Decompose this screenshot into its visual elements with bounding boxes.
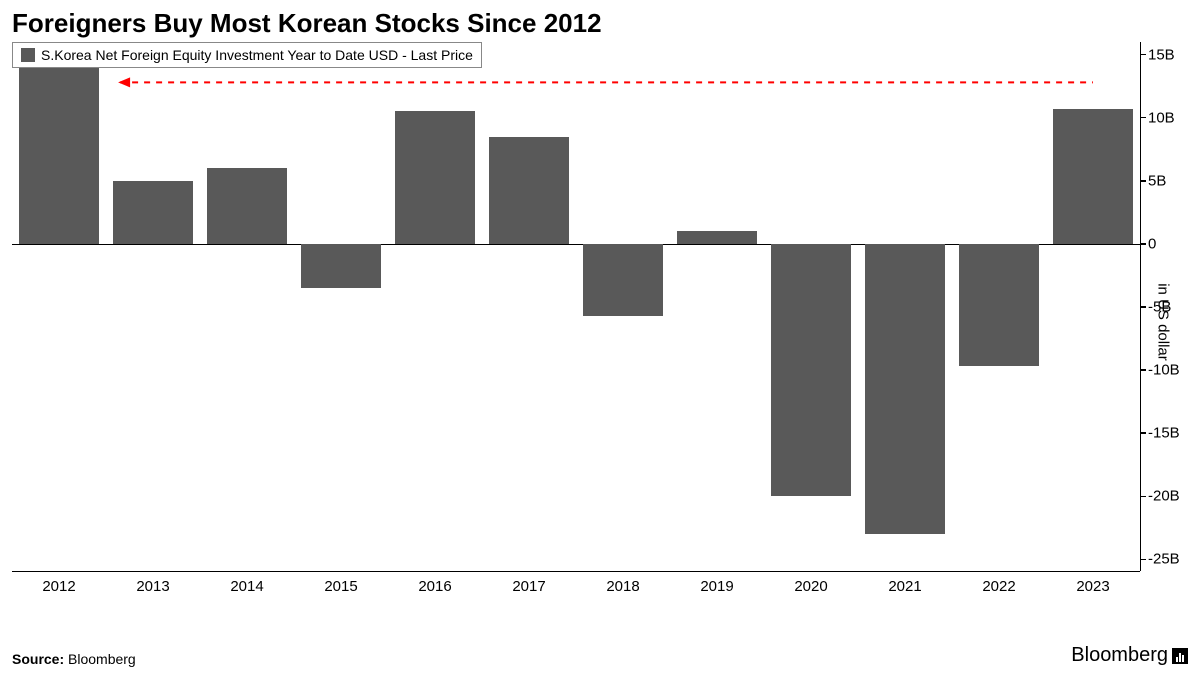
y-tick — [1140, 369, 1146, 371]
source-prefix: Source: — [12, 651, 68, 667]
y-tick-label: -20B — [1148, 488, 1180, 505]
x-tick-label: 2013 — [136, 578, 169, 595]
x-tick-label: 2015 — [324, 578, 357, 595]
y-tick-label: -10B — [1148, 362, 1180, 379]
x-tick-label: 2018 — [606, 578, 639, 595]
x-tick-label: 2021 — [888, 578, 921, 595]
y-tick-label: 0 — [1148, 235, 1156, 252]
source-name: Bloomberg — [68, 651, 136, 667]
source-text: Source: Bloomberg — [12, 651, 136, 667]
y-tick — [1140, 496, 1146, 498]
bar — [771, 244, 852, 496]
x-tick-label: 2017 — [512, 578, 545, 595]
y-tick-label: -25B — [1148, 551, 1180, 568]
y-tick — [1140, 54, 1146, 56]
x-tick-label: 2016 — [418, 578, 451, 595]
x-tick-label: 2019 — [700, 578, 733, 595]
x-tick-label: 2014 — [230, 578, 263, 595]
y-tick-label: 10B — [1148, 109, 1175, 126]
y-tick-label: 15B — [1148, 46, 1175, 63]
x-tick-label: 2022 — [982, 578, 1015, 595]
y-tick — [1140, 117, 1146, 119]
bloomberg-icon — [1172, 648, 1188, 664]
x-tick-label: 2012 — [42, 578, 75, 595]
y-tick — [1140, 559, 1146, 561]
bar — [1053, 109, 1134, 244]
legend-swatch — [21, 48, 35, 62]
footer: Source: Bloomberg Bloomberg — [12, 644, 1188, 667]
y-tick — [1140, 306, 1146, 308]
chart-title: Foreigners Buy Most Korean Stocks Since … — [0, 0, 1200, 43]
x-tick-label: 2023 — [1076, 578, 1109, 595]
y-tick-label: -15B — [1148, 425, 1180, 442]
y-tick — [1140, 432, 1146, 434]
bar — [301, 244, 382, 288]
bar — [489, 137, 570, 244]
y-tick — [1140, 243, 1146, 245]
bar — [865, 244, 946, 534]
legend: S.Korea Net Foreign Equity Investment Ye… — [12, 42, 482, 68]
y-tick-label: -5B — [1148, 299, 1171, 316]
plot — [12, 42, 1140, 572]
y-tick-label: 5B — [1148, 172, 1166, 189]
y-tick — [1140, 180, 1146, 182]
bar — [113, 181, 194, 244]
bar — [207, 168, 288, 244]
y-axis-title: in US dollar — [1155, 283, 1172, 361]
bar — [677, 231, 758, 244]
brand-label: Bloomberg — [1071, 644, 1168, 667]
x-tick-label: 2020 — [794, 578, 827, 595]
brand: Bloomberg — [1071, 644, 1188, 667]
bar — [395, 111, 476, 244]
bar — [959, 244, 1040, 366]
bar — [19, 48, 100, 244]
chart-area: in US dollar -25B-20B-15B-10B-5B05B10B15… — [12, 42, 1140, 602]
bar — [583, 244, 664, 316]
legend-label: S.Korea Net Foreign Equity Investment Ye… — [41, 47, 473, 63]
